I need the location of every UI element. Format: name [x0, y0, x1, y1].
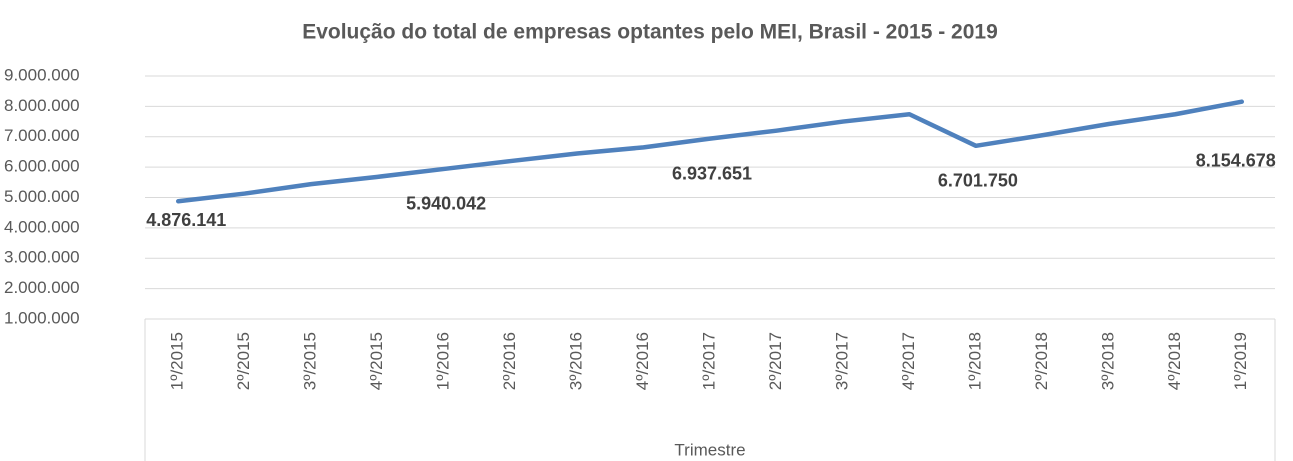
- x-tick-label: 4º/2016: [633, 332, 652, 390]
- chart-title: Evolução do total de empresas optantes p…: [302, 21, 998, 44]
- x-tick-label: 1º/2016: [434, 332, 453, 390]
- x-tick-label: 3º/2018: [1098, 332, 1117, 390]
- x-tick-label: 4º/2015: [367, 332, 386, 390]
- x-tick-label: 2º/2017: [766, 332, 785, 390]
- x-tick-label: 2º/2016: [500, 332, 519, 390]
- y-tick-label: 7.000.000: [4, 126, 80, 145]
- data-label: 4.876.141: [146, 210, 226, 230]
- x-tick-label: 3º/2017: [832, 332, 851, 390]
- y-tick-label: 3.000.000: [4, 248, 80, 267]
- data-label: 5.940.042: [406, 194, 486, 214]
- x-tick-label: 1º/2019: [1231, 332, 1250, 390]
- y-tick-label: 6.000.000: [4, 157, 80, 176]
- x-tick-label: 1º/2017: [699, 332, 718, 390]
- y-tick-label: 9.000.000: [4, 65, 80, 84]
- x-tick-label: 3º/2016: [567, 332, 586, 390]
- x-tick-label: 1º/2018: [965, 332, 984, 390]
- x-tick-label: 3º/2015: [301, 332, 320, 390]
- y-tick-label: 5.000.000: [4, 187, 80, 206]
- x-tick-label: 2º/2015: [234, 332, 253, 390]
- y-tick-label: 1.000.000: [4, 308, 80, 327]
- data-label: 8.154.678: [1196, 150, 1276, 170]
- y-tick-label: 4.000.000: [4, 217, 80, 236]
- x-tick-label: 4º/2018: [1165, 332, 1184, 390]
- y-tick-label: 2.000.000: [4, 278, 80, 297]
- line: [175, 99, 1245, 204]
- data-label: 6.937.651: [672, 163, 752, 183]
- y-tick-label: 8.000.000: [4, 96, 80, 115]
- x-tick-label: 4º/2017: [899, 332, 918, 390]
- x-tick-label: 2º/2018: [1032, 332, 1051, 390]
- data-label: 6.701.750: [938, 171, 1018, 191]
- x-axis-title: Trimestre: [674, 440, 745, 459]
- x-tick-label: 1º/2015: [168, 332, 187, 390]
